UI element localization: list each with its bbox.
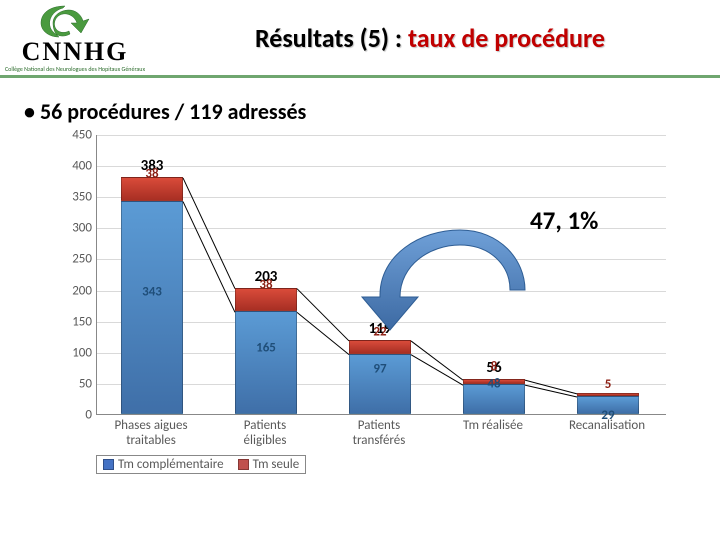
y-tick-label: 300 bbox=[60, 221, 92, 236]
y-tick-label: 450 bbox=[60, 128, 92, 143]
curved-arrow-icon bbox=[360, 225, 530, 335]
callout-percent: 47, 1% bbox=[530, 205, 598, 236]
legend-swatch bbox=[238, 459, 249, 470]
chart: 3833433820316538119972256488295 47, 1% T… bbox=[60, 135, 680, 475]
legend: Tm complémentaire Tm seule bbox=[96, 455, 306, 474]
grid-line bbox=[97, 135, 666, 136]
bar-value-a: 48 bbox=[487, 377, 500, 392]
bar-segment-b bbox=[349, 340, 411, 354]
y-tick-label: 200 bbox=[60, 283, 92, 298]
legend-label: Tm seule bbox=[253, 457, 300, 472]
bar-segment-a bbox=[121, 201, 183, 414]
y-tick-label: 350 bbox=[60, 190, 92, 205]
bar-value-a: 165 bbox=[256, 340, 276, 355]
page-title: Résultats (5) : taux de procédure bbox=[150, 22, 710, 54]
grid-line bbox=[97, 166, 666, 167]
x-category-label: Recanalisation bbox=[552, 419, 662, 434]
legend-item: Tm seule bbox=[238, 457, 300, 472]
y-tick-label: 0 bbox=[60, 408, 92, 423]
y-tick-label: 400 bbox=[60, 159, 92, 174]
bar-segment-b bbox=[577, 393, 639, 396]
title-red: taux de procédure bbox=[408, 22, 605, 54]
legend-item: Tm complémentaire bbox=[103, 457, 224, 472]
logo-subtitle: Collège National des Neurologues des Hop… bbox=[0, 65, 150, 73]
logo-text: CNNHG bbox=[0, 37, 150, 67]
bar-value-b: 38 bbox=[259, 277, 272, 292]
y-tick-label: 100 bbox=[60, 345, 92, 360]
x-category-label: Patients transférés bbox=[324, 419, 434, 449]
bar-value-a: 97 bbox=[373, 361, 386, 376]
x-category-label: Patients éligibles bbox=[210, 419, 320, 449]
y-tick-label: 250 bbox=[60, 252, 92, 267]
title-black: Résultats (5) : bbox=[255, 22, 408, 54]
brain-arrow-icon bbox=[35, 1, 95, 41]
bullet-point: •56 procédures / 119 adressés bbox=[0, 78, 720, 129]
bullet-text: 56 procédures / 119 adressés bbox=[40, 98, 306, 125]
bar-value-b: 5 bbox=[605, 377, 612, 392]
bar-value-b: 8 bbox=[491, 359, 498, 374]
legend-swatch bbox=[103, 459, 114, 470]
bar-segment-a bbox=[235, 311, 297, 414]
header: CNNHG Collège National des Neurologues d… bbox=[0, 0, 720, 78]
logo: CNNHG Collège National des Neurologues d… bbox=[0, 0, 150, 77]
x-category-label: Tm réalisée bbox=[438, 419, 548, 434]
bar-value-a: 343 bbox=[142, 285, 162, 300]
y-tick-label: 50 bbox=[60, 376, 92, 391]
y-tick-label: 150 bbox=[60, 314, 92, 329]
x-category-label: Phases aigues traitables bbox=[96, 419, 206, 449]
bar-value-b: 38 bbox=[145, 166, 158, 181]
legend-label: Tm complémentaire bbox=[118, 457, 224, 472]
